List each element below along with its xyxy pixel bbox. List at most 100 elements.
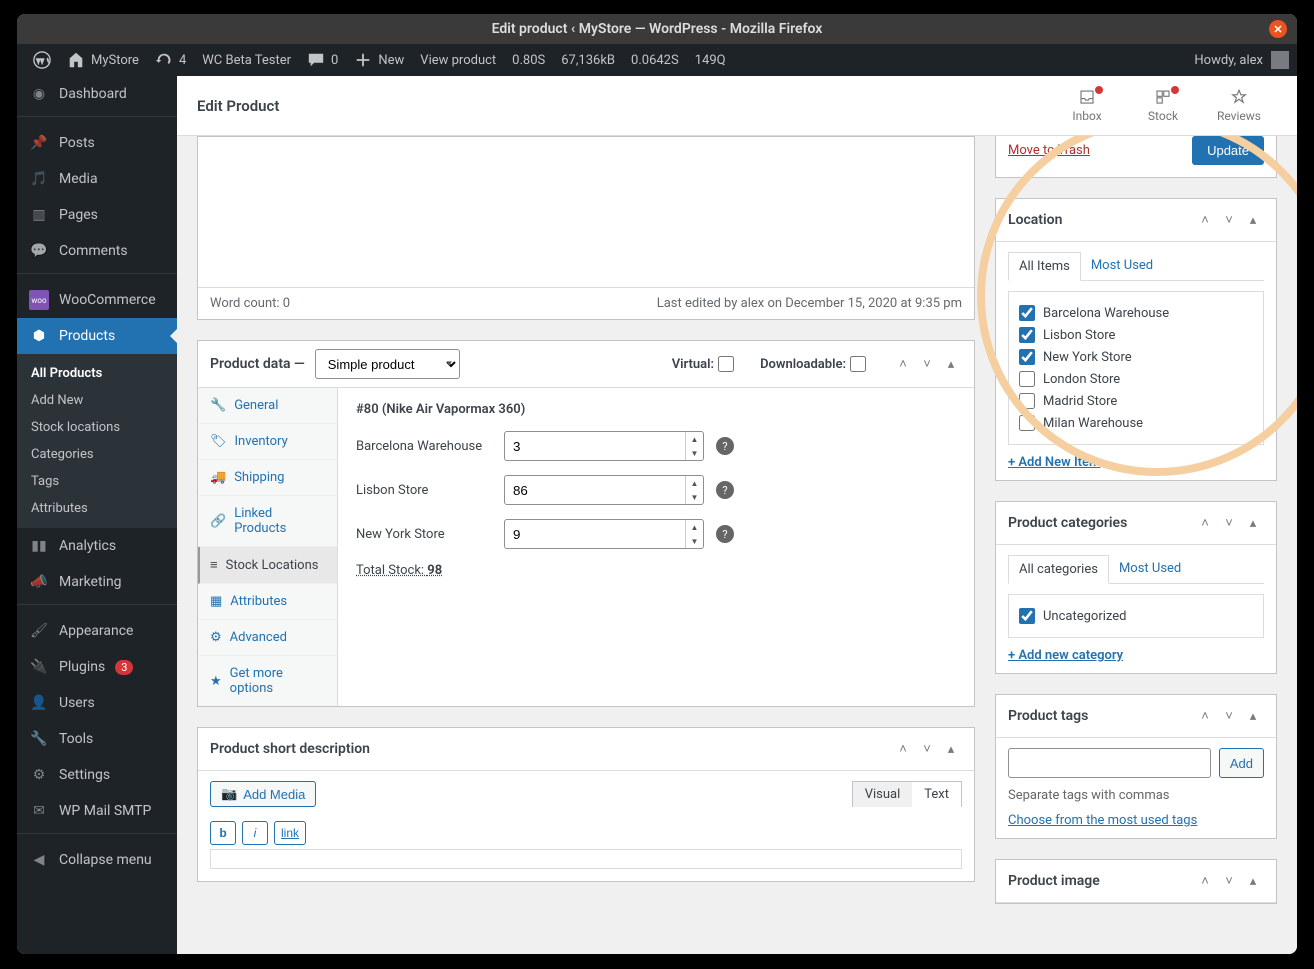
menu-plugins[interactable]: 🔌Plugins 3 [17, 649, 177, 685]
step-down[interactable]: ▼ [686, 490, 703, 504]
help-icon[interactable]: ? [716, 437, 734, 455]
choose-tags-link[interactable]: Choose from the most used tags [1008, 813, 1197, 828]
menu-comments[interactable]: 💬Comments [17, 233, 177, 269]
tab-attributes[interactable]: ▦Attributes [198, 584, 337, 620]
link-button[interactable]: link [274, 821, 306, 845]
stock-quantity-input[interactable] [504, 431, 704, 461]
move-up-icon[interactable]: ˄ [1194, 870, 1216, 892]
submenu-stock-locations[interactable]: Stock locations [17, 414, 177, 441]
move-up-icon[interactable]: ˄ [892, 738, 914, 760]
menu-wp-mail-smtp[interactable]: ✉WP Mail SMTP [17, 793, 177, 829]
categories-tab-all[interactable]: All categories [1008, 555, 1109, 584]
location-item[interactable]: Lisbon Store [1019, 324, 1253, 346]
menu-appearance[interactable]: 🖌Appearance [17, 613, 177, 649]
move-down-icon[interactable]: ˅ [916, 738, 938, 760]
view-product[interactable]: View product [412, 44, 504, 76]
location-item[interactable]: London Store [1019, 368, 1253, 390]
add-tag-button[interactable]: Add [1219, 748, 1264, 778]
location-item[interactable]: Milan Warehouse [1019, 412, 1253, 434]
move-up-icon[interactable]: ˄ [892, 353, 914, 375]
step-up[interactable]: ▲ [686, 476, 703, 490]
italic-button[interactable]: i [242, 821, 268, 845]
menu-media[interactable]: 🎵Media [17, 161, 177, 197]
toggle-icon[interactable]: ▴ [1242, 705, 1264, 727]
stock-quantity-input[interactable] [504, 519, 704, 549]
add-new-location[interactable]: + Add New Item [1008, 455, 1100, 470]
window-close-button[interactable]: ✕ [1269, 20, 1287, 38]
step-down[interactable]: ▼ [686, 534, 703, 548]
submenu-categories[interactable]: Categories [17, 441, 177, 468]
step-up[interactable]: ▲ [686, 520, 703, 534]
submenu-attributes[interactable]: Attributes [17, 495, 177, 522]
wc-beta-tester[interactable]: WC Beta Tester [194, 44, 299, 76]
new-content[interactable]: New [346, 44, 412, 76]
move-down-icon[interactable]: ˅ [1218, 870, 1240, 892]
move-down-icon[interactable]: ˅ [1218, 512, 1240, 534]
menu-products[interactable]: ⬢Products [17, 318, 177, 354]
submenu-tags[interactable]: Tags [17, 468, 177, 495]
location-tab-all[interactable]: All Items [1008, 252, 1081, 281]
step-up[interactable]: ▲ [686, 432, 703, 446]
submenu-all-products[interactable]: All Products [17, 360, 177, 387]
move-up-icon[interactable]: ˄ [1194, 705, 1216, 727]
text-tab[interactable]: Text [912, 782, 961, 807]
header-inbox[interactable]: Inbox [1049, 88, 1125, 123]
toggle-icon[interactable]: ▴ [940, 738, 962, 760]
visual-tab[interactable]: Visual [853, 782, 913, 807]
downloadable-checkbox[interactable] [850, 356, 866, 372]
move-down-icon[interactable]: ˅ [1218, 705, 1240, 727]
tab-stock-locations[interactable]: ≡Stock Locations [198, 547, 337, 584]
header-stock[interactable]: Stock [1125, 88, 1201, 123]
header-reviews[interactable]: Reviews [1201, 88, 1277, 123]
location-checkbox[interactable] [1019, 327, 1035, 343]
menu-users[interactable]: 👤Users [17, 685, 177, 721]
location-checkbox[interactable] [1019, 371, 1035, 387]
editor-body[interactable] [198, 137, 974, 287]
product-type-select[interactable]: Simple product [315, 349, 460, 379]
location-tab-most-used[interactable]: Most Used [1081, 252, 1163, 281]
move-up-icon[interactable]: ˄ [1194, 209, 1216, 231]
add-new-category[interactable]: + Add new category [1008, 648, 1123, 663]
step-down[interactable]: ▼ [686, 446, 703, 460]
tab-general[interactable]: 🔧General [198, 388, 337, 424]
update-button[interactable]: Update [1192, 136, 1264, 165]
toggle-icon[interactable]: ▴ [1242, 209, 1264, 231]
short-description-editor[interactable] [210, 849, 962, 869]
virtual-checkbox[interactable] [718, 356, 734, 372]
help-icon[interactable]: ? [716, 481, 734, 499]
toggle-icon[interactable]: ▴ [1242, 870, 1264, 892]
menu-tools[interactable]: 🔧Tools [17, 721, 177, 757]
location-item[interactable]: Madrid Store [1019, 390, 1253, 412]
updates[interactable]: 4 [147, 44, 194, 76]
wp-logo[interactable] [25, 44, 59, 76]
toggle-icon[interactable]: ▴ [1242, 512, 1264, 534]
comments[interactable]: 0 [299, 44, 346, 76]
menu-woocommerce[interactable]: wooWooCommerce [17, 282, 177, 318]
tab-advanced[interactable]: ⚙Advanced [198, 620, 337, 656]
tab-linked-products[interactable]: 🔗Linked Products [198, 496, 337, 547]
howdy[interactable]: Howdy, alex [1194, 53, 1263, 68]
location-checkbox[interactable] [1019, 393, 1035, 409]
menu-settings[interactable]: ⚙Settings [17, 757, 177, 793]
categories-tab-most-used[interactable]: Most Used [1109, 555, 1191, 584]
menu-posts[interactable]: 📌Posts [17, 125, 177, 161]
location-item[interactable]: Barcelona Warehouse [1019, 302, 1253, 324]
move-up-icon[interactable]: ˄ [1194, 512, 1216, 534]
location-checkbox[interactable] [1019, 349, 1035, 365]
location-checkbox[interactable] [1019, 415, 1035, 431]
tab-get-more[interactable]: ★Get more options [198, 656, 337, 706]
tags-input[interactable] [1008, 748, 1211, 778]
move-down-icon[interactable]: ˅ [1218, 209, 1240, 231]
submenu-add-new[interactable]: Add New [17, 387, 177, 414]
category-item[interactable]: Uncategorized [1019, 605, 1253, 627]
bold-button[interactable]: b [210, 821, 236, 845]
collapse-menu[interactable]: ◀Collapse menu [17, 842, 177, 878]
menu-analytics[interactable]: ▮▮Analytics [17, 528, 177, 564]
menu-marketing[interactable]: 📣Marketing [17, 564, 177, 600]
tab-shipping[interactable]: 🚚Shipping [198, 460, 337, 496]
site-name[interactable]: MyStore [59, 44, 147, 76]
add-media-button[interactable]: 📷Add Media [210, 781, 316, 807]
move-down-icon[interactable]: ˅ [916, 353, 938, 375]
location-item[interactable]: New York Store [1019, 346, 1253, 368]
avatar[interactable] [1271, 51, 1289, 69]
